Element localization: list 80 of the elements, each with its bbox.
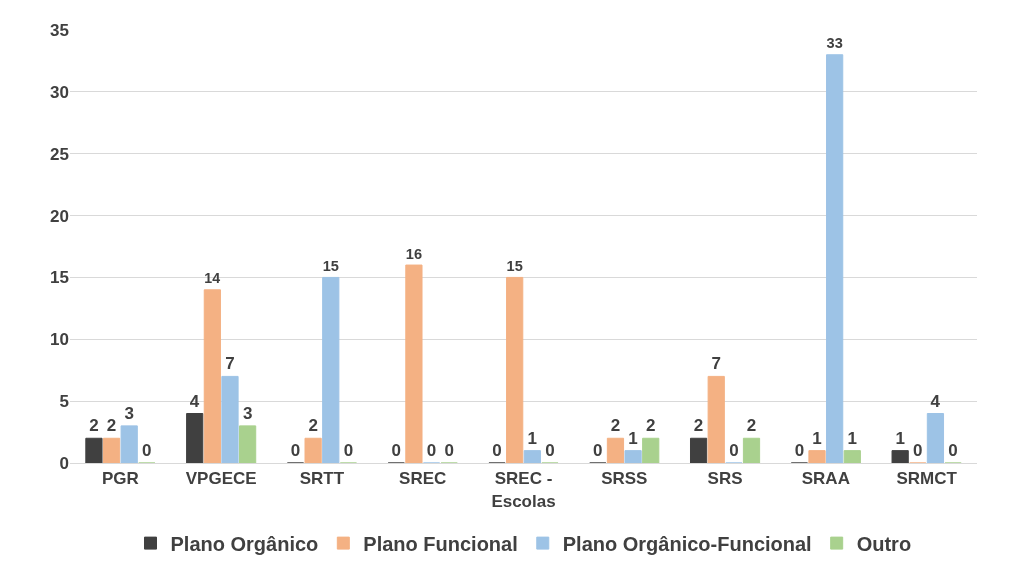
data-label: 3 bbox=[124, 403, 134, 423]
bar bbox=[102, 437, 121, 463]
data-label: 15 bbox=[322, 258, 339, 274]
data-label: 2 bbox=[746, 416, 757, 436]
data-label: 0 bbox=[391, 441, 401, 460]
data-label: 0 bbox=[948, 441, 958, 460]
x-tick-label: SRTT bbox=[299, 469, 345, 489]
data-label: 0 bbox=[913, 441, 923, 460]
y-tick-label: 0 bbox=[59, 453, 69, 473]
bar bbox=[85, 437, 103, 463]
data-label: 7 bbox=[225, 354, 235, 374]
data-label: 0 bbox=[593, 441, 603, 460]
data-label: 3 bbox=[242, 403, 253, 423]
data-label: 0 bbox=[444, 441, 454, 460]
data-label: 1 bbox=[895, 428, 905, 448]
bar bbox=[221, 375, 239, 463]
data-label: 14 bbox=[204, 270, 221, 287]
data-label: 15 bbox=[506, 258, 523, 274]
bar bbox=[186, 413, 204, 463]
x-tick-label: PGR bbox=[101, 469, 139, 489]
data-label: 0 bbox=[290, 441, 301, 460]
x-tick-label: SRSS bbox=[601, 469, 648, 489]
bar bbox=[506, 276, 524, 463]
data-label: 1 bbox=[812, 428, 822, 448]
data-label: 2 bbox=[610, 416, 621, 436]
bar bbox=[405, 264, 423, 463]
y-tick-label: 25 bbox=[50, 144, 69, 164]
bar bbox=[642, 437, 660, 463]
x-tick-label: SRAA bbox=[801, 469, 850, 489]
y-tick-label: 35 bbox=[50, 20, 69, 40]
legend-label: Plano Orgânico bbox=[170, 532, 319, 555]
data-label: 1 bbox=[628, 428, 638, 448]
data-label: 4 bbox=[930, 391, 941, 411]
data-label: 33 bbox=[826, 35, 843, 52]
bar bbox=[891, 450, 909, 463]
bar bbox=[304, 437, 322, 463]
bar bbox=[523, 450, 541, 463]
bar bbox=[826, 54, 844, 463]
legend-label: Plano Funcional bbox=[363, 532, 518, 555]
y-tick-label: 10 bbox=[50, 330, 69, 350]
bar bbox=[203, 289, 221, 463]
bar bbox=[843, 450, 861, 463]
data-label: 1 bbox=[527, 428, 538, 448]
data-label: 2 bbox=[693, 416, 704, 436]
bar bbox=[926, 413, 945, 463]
bar bbox=[742, 437, 761, 463]
x-tick-label: SRS bbox=[707, 469, 743, 489]
y-tick-label: 30 bbox=[50, 82, 69, 102]
x-tick-label: SRMCT bbox=[896, 469, 958, 489]
x-tick-label: SREC - Escolas bbox=[491, 469, 556, 511]
data-label: 7 bbox=[711, 354, 721, 374]
data-label: 0 bbox=[729, 441, 739, 460]
data-label: 2 bbox=[308, 416, 318, 436]
data-label: 2 bbox=[646, 416, 656, 436]
data-label: 0 bbox=[426, 441, 437, 460]
bar bbox=[322, 276, 340, 463]
bar bbox=[624, 450, 642, 463]
data-label: 2 bbox=[89, 416, 99, 436]
legend-label: Plano Orgânico-Funcional bbox=[562, 532, 812, 555]
y-tick-label: 20 bbox=[50, 206, 69, 226]
data-label: 0 bbox=[545, 441, 555, 460]
bar bbox=[239, 425, 257, 463]
data-label: 0 bbox=[492, 441, 502, 460]
bar bbox=[689, 437, 708, 463]
data-label: 4 bbox=[189, 391, 200, 411]
x-tick-label: SREC bbox=[399, 469, 447, 489]
bar bbox=[120, 425, 138, 463]
y-tick-label: 5 bbox=[59, 392, 69, 412]
data-label: 16 bbox=[405, 245, 423, 262]
data-label: 0 bbox=[343, 441, 354, 460]
bar bbox=[606, 437, 625, 463]
x-tick-label: VPGECE bbox=[185, 469, 257, 489]
bar bbox=[808, 450, 826, 463]
bar bbox=[707, 375, 725, 463]
data-label: 0 bbox=[142, 441, 152, 460]
data-label: 0 bbox=[794, 441, 805, 460]
legend-label: Outro bbox=[856, 532, 912, 555]
y-tick-label: 15 bbox=[50, 268, 69, 288]
data-label: 1 bbox=[847, 428, 858, 448]
data-label: 2 bbox=[106, 416, 117, 436]
